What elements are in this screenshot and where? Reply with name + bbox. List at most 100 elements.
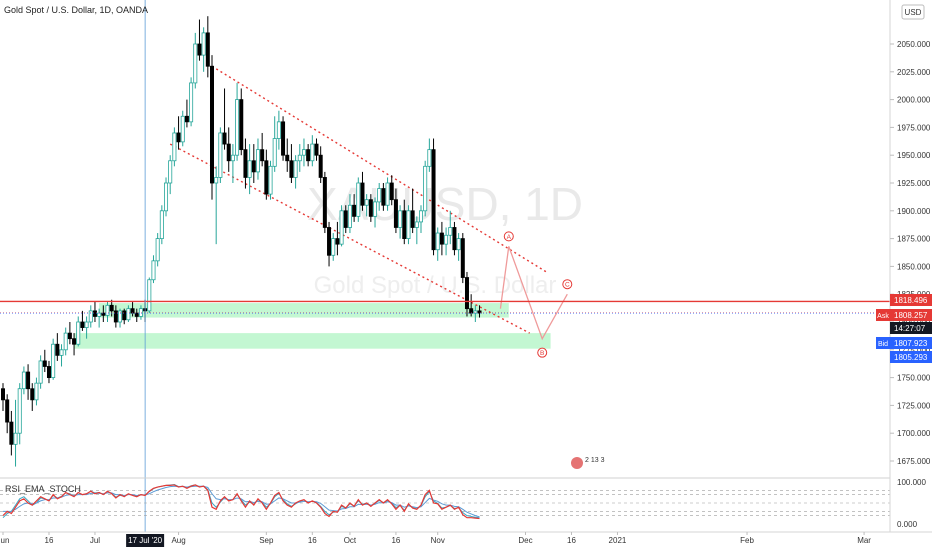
event-badge[interactable]: 2 13 3 [571,457,605,469]
candle-body [122,310,127,321]
currency-button[interactable]: USD [901,4,925,20]
candle-body [55,343,60,356]
candle-body [176,132,181,143]
candle-body [281,121,286,156]
candle-body [360,182,365,206]
candle-body [347,204,352,228]
candle-body [297,154,302,162]
candle-body [456,238,461,251]
bid-side-label-box [876,337,890,349]
candle-body [63,332,68,351]
candle-body [59,349,64,356]
time-axis[interactable]: Jun 16 Jul Aug Sep 16 Oct 16 Nov Dec 16 2021 Feb Mar 1… [0,532,871,547]
candle-body [164,182,169,212]
indicator-top-label: 100.000 [897,478,926,487]
time-tick-label: 16 [45,536,54,545]
price-levels [0,300,890,314]
candle-body [448,227,453,236]
candle-body [327,227,332,256]
candle-body [209,65,214,184]
time-tick-label: Feb [740,536,754,545]
candle-body [398,210,403,228]
projection-line [499,246,568,341]
candle-body [105,304,110,316]
candle-body [5,399,10,423]
candle-body [13,432,18,445]
candle-body [423,165,428,212]
candle-body [42,360,47,367]
candle-body [51,343,56,378]
candle-body [88,310,93,323]
candle-body [34,382,39,401]
indicator-name[interactable]: RSI_EMA_STOCH [5,484,81,494]
time-tick-label: 16 [567,536,576,545]
candle-body [418,210,423,223]
candle-body [276,121,281,139]
time-tick-label: Jun [0,536,9,545]
candle-body [17,388,22,434]
candle-body [226,143,231,162]
price-tick-label: 1975.000 [897,123,931,132]
candle-body [80,321,85,328]
candle-body [255,149,260,173]
price-tick-label: 1675.000 [897,457,931,466]
currency-button-label[interactable]: USD [905,8,922,17]
price-tick-label: 2000.000 [897,96,931,105]
indicator-bottom-label: 0.000 [897,520,918,529]
price-tick-label: 1700.000 [897,429,931,438]
projection-path: A B C [499,231,573,358]
candle-body [310,143,315,162]
currency-button-frame[interactable] [901,4,925,20]
price-tick-label: 2025.000 [897,68,931,77]
candle-body [21,371,26,390]
candle-body [352,204,357,217]
candle-body [356,182,361,217]
ask-tag-value: 1808.257 [894,311,928,320]
candle-body [193,43,198,84]
candle-body [251,160,256,173]
candle-body [385,182,390,206]
candle-body [373,201,378,217]
candle-body [402,210,407,240]
event-badge-label: 2 13 3 [585,457,605,464]
candle-body [230,154,235,162]
candle-body [406,210,411,240]
candle-body [67,332,72,340]
low-tag-box [890,351,932,363]
countdown-tag-box [890,322,932,334]
candle-body [264,160,269,195]
price-tick-label: 1725.000 [897,401,931,410]
support-zone-2 [74,333,551,349]
candle-body [101,312,106,316]
time-tick-label: Jul [90,536,100,545]
candle-body [151,260,156,281]
bid-tag-value: 1807.923 [894,339,928,348]
candle-body [189,82,194,123]
candle-body [38,360,43,384]
candle-body [427,149,432,167]
candle-body [235,99,240,156]
price-tick-label: 1875.000 [897,235,931,244]
candle-body [260,149,265,162]
candle-body [268,165,273,195]
support-zones [74,303,551,349]
candle-body [26,371,31,390]
time-tick-label: Aug [171,536,185,545]
wave-point-b-label: B [540,350,544,357]
wave-point-c-marker [562,279,573,290]
candle-body [318,154,323,178]
flag-icon[interactable] [571,457,583,469]
candle-body [331,238,336,256]
price-tick-label: 1850.000 [897,262,931,271]
candle-body [477,310,482,314]
candle-body [393,199,398,228]
crosshair-date-box [126,534,165,547]
time-tick-label: Mar [857,536,871,545]
candle-body [113,310,118,323]
candle-body [222,132,227,145]
bid-side-label: Bid [878,341,888,348]
candle-body [272,138,277,167]
candle-body [414,221,419,228]
